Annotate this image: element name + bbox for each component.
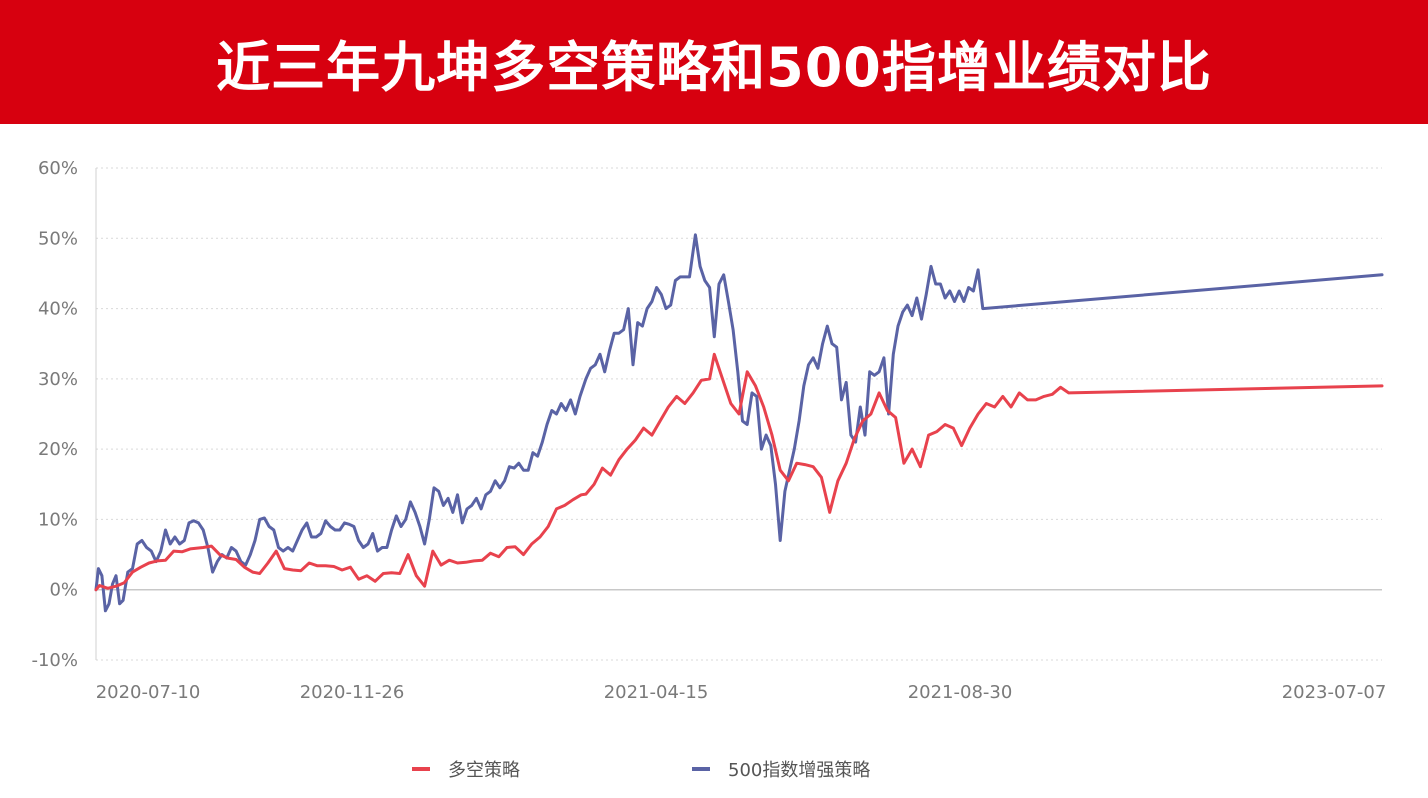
legend-swatch-long-short [412, 767, 430, 771]
x-tick-label: 2020-11-26 [300, 682, 405, 703]
x-tick-label: 2021-04-15 [604, 682, 709, 703]
legend-item-index-enhanced: 500指数增强策略 [692, 756, 870, 782]
y-tick-label: -10% [31, 650, 78, 671]
page-title: 近三年九坤多空策略和500指增业绩对比 [216, 35, 1212, 99]
x-tick-label: 2023-07-07 [1282, 682, 1387, 703]
y-tick-label: 60% [38, 158, 78, 179]
y-tick-label: 40% [38, 299, 78, 320]
grid-lines [96, 167, 1382, 661]
y-tick-label: 0% [49, 580, 78, 601]
legend-item-long-short: 多空策略 [412, 756, 520, 782]
series-line-long-short [94, 352, 1384, 592]
x-axis-ticks: 2020-07-10 2020-11-26 2021-04-15 2021-08-30… [96, 682, 1387, 703]
legend-label-index-enhanced: 500指数增强策略 [728, 760, 871, 781]
legend-label-long-short: 多空策略 [448, 760, 520, 781]
legend-swatch-index-enhanced [692, 767, 710, 771]
series-lines [94, 233, 1384, 613]
y-tick-label: 10% [38, 509, 78, 530]
x-tick-label: 2020-07-10 [96, 682, 201, 703]
y-tick-label: 50% [38, 228, 78, 249]
y-tick-label: 20% [38, 439, 78, 460]
y-tick-label: 30% [38, 369, 78, 390]
series-line-index-enhanced [94, 233, 1384, 613]
line-chart: 60%50%40%30%20%10%0%-10% 2020-07-10 2020-… [31, 158, 1387, 703]
title-banner: 近三年九坤多空策略和500指增业绩对比 [0, 0, 1428, 124]
y-axis-ticks: 60% 50% 40% 30% 20% 10% 0% -10% [31, 158, 78, 671]
x-tick-label: 2021-08-30 [908, 682, 1013, 703]
